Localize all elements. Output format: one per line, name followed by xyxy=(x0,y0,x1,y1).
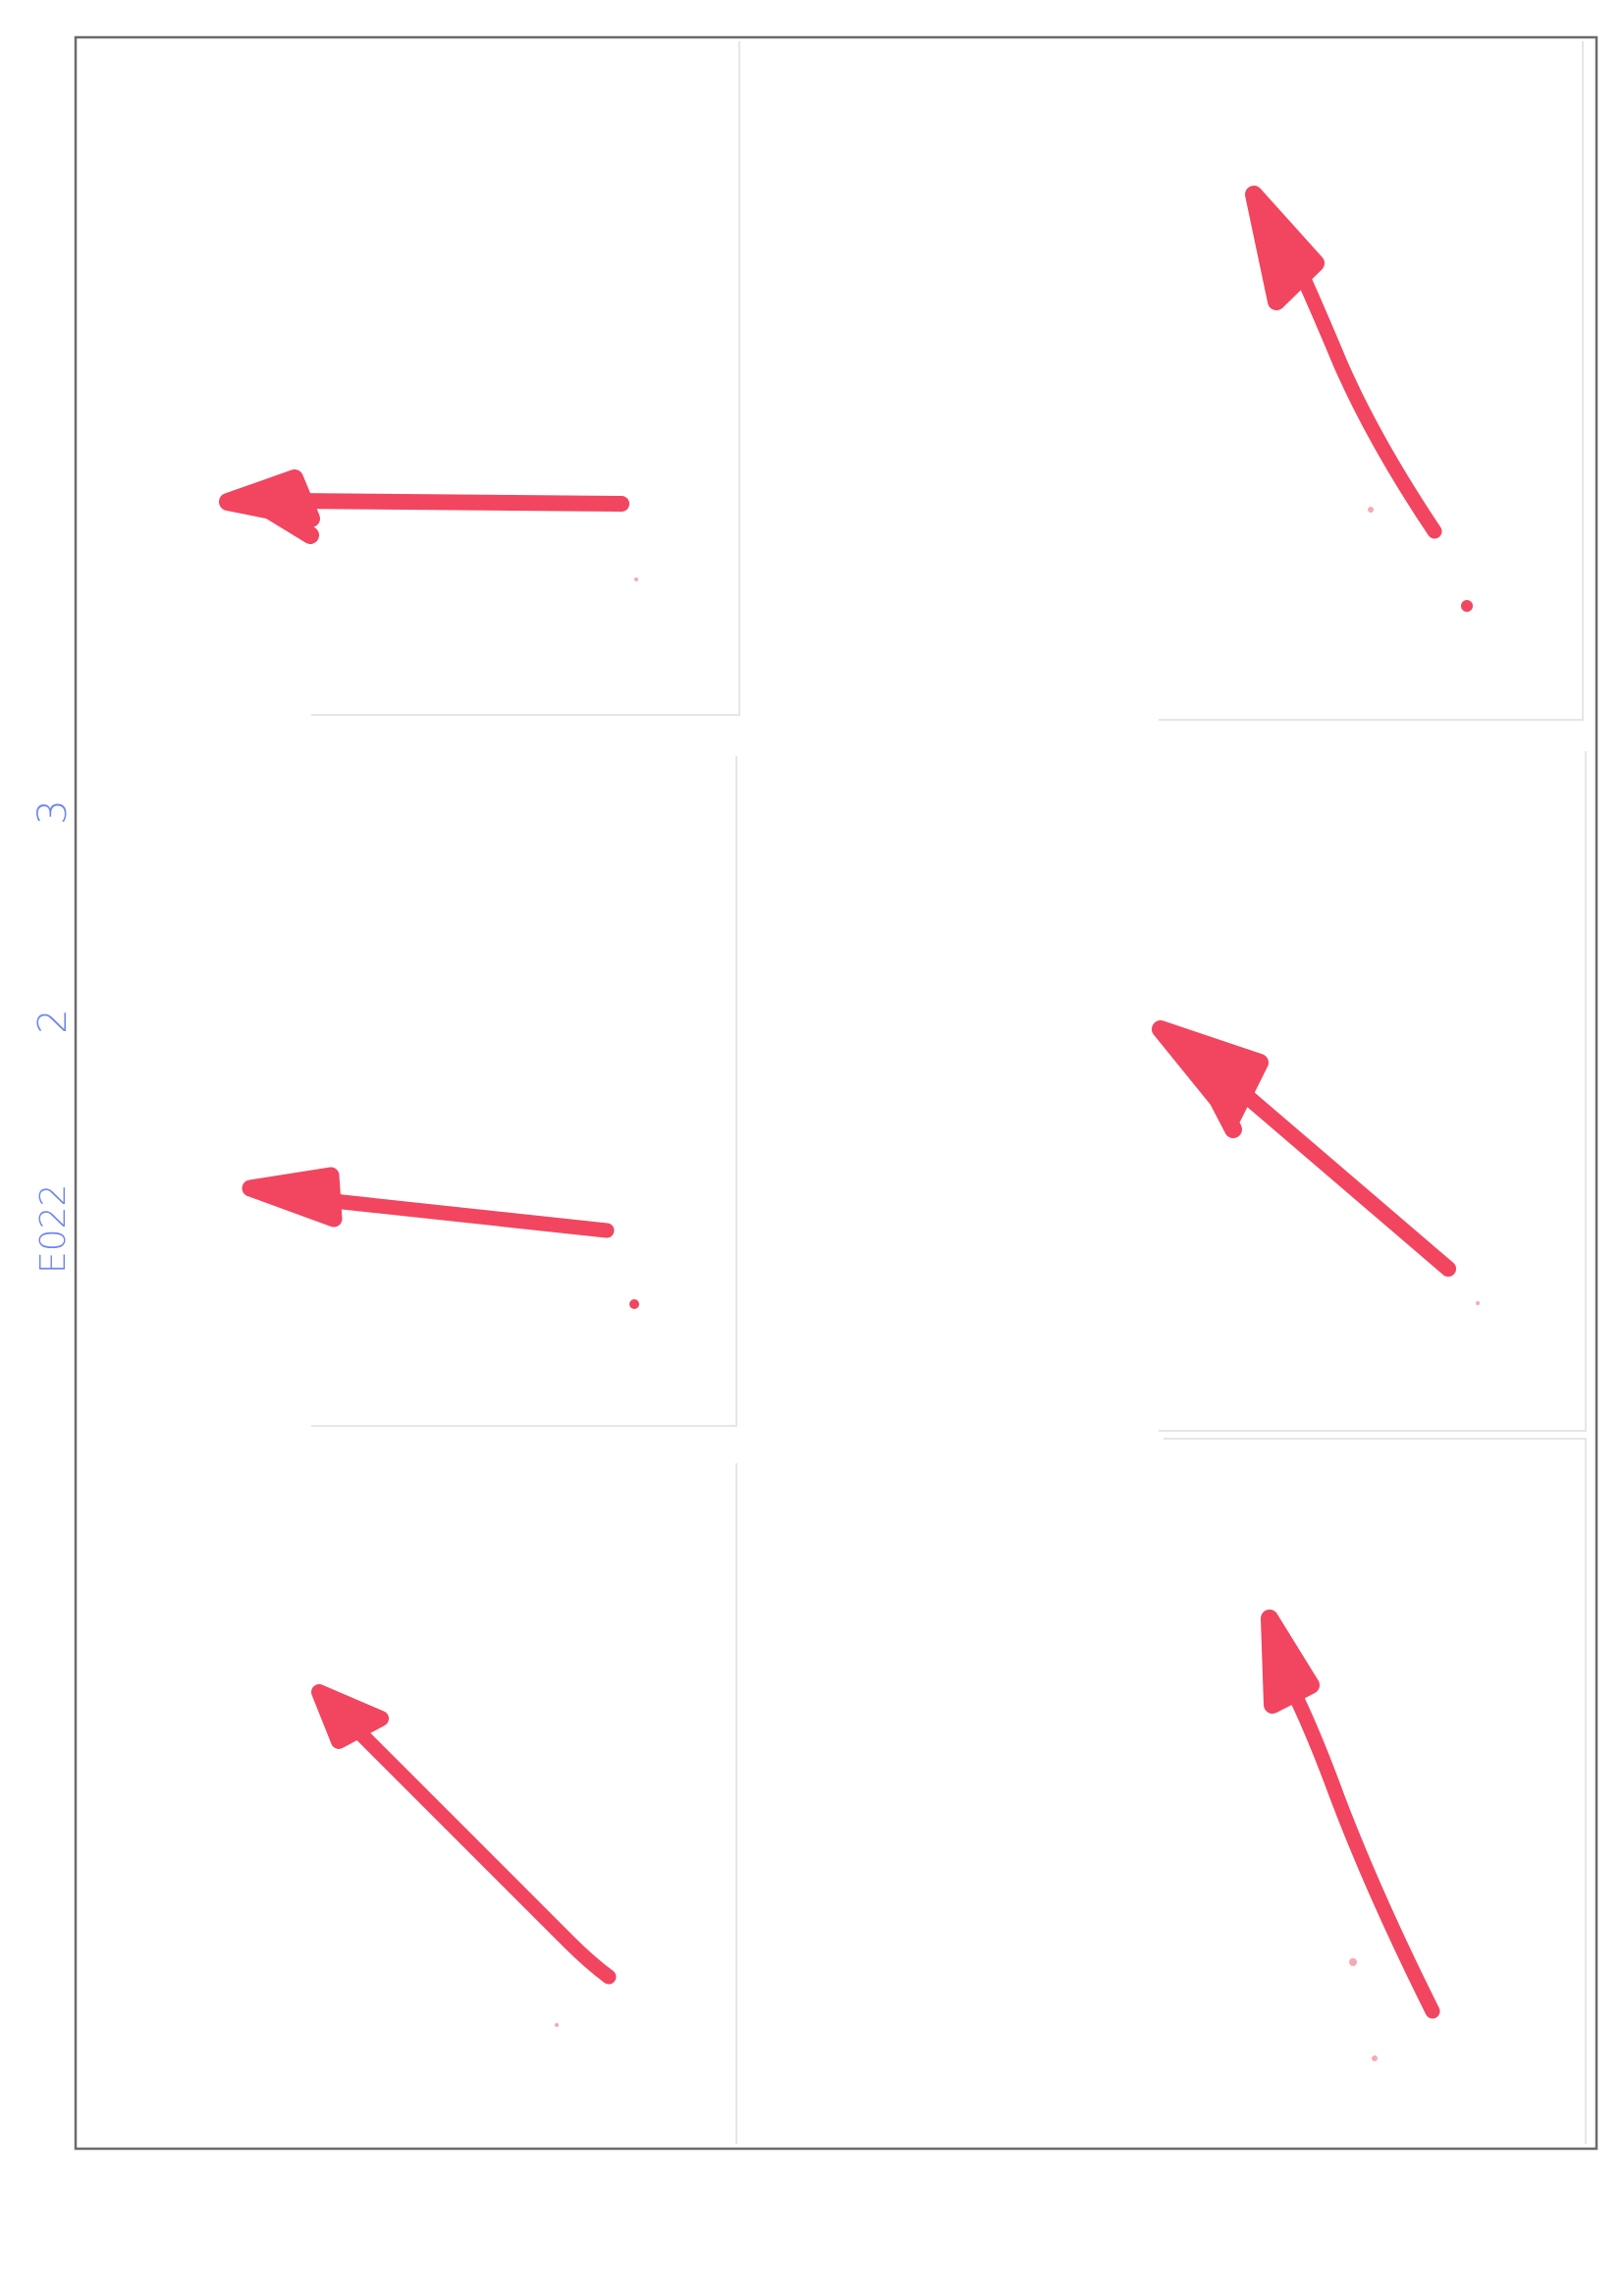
arrow-shaft xyxy=(316,1192,615,1238)
ink-speck xyxy=(1372,2055,1378,2061)
arrow-top-right xyxy=(1245,186,1473,612)
arrow-head xyxy=(219,469,320,544)
margin-note-code: E022 xyxy=(33,1183,74,1274)
arrow-bottom-right xyxy=(1261,1610,1440,2061)
ink-speck xyxy=(1476,1301,1480,1305)
card-edge-bottom-right xyxy=(1164,1438,1587,2144)
arrow-head xyxy=(242,1167,343,1228)
card-edge-middle-right xyxy=(1159,751,1587,1432)
arrow-middle-right xyxy=(1152,1020,1480,1305)
arrow-shaft xyxy=(1286,249,1442,539)
card-edges xyxy=(311,41,1587,2144)
margin-note-number-2: 2 xyxy=(30,1009,76,1034)
card-edge-top-right xyxy=(1159,41,1584,721)
ink-speck xyxy=(1368,507,1374,513)
ink-speck xyxy=(1461,600,1473,612)
margin-note-number-3: 3 xyxy=(30,799,76,825)
arrow-head xyxy=(1261,1610,1320,1714)
arrow-shaft xyxy=(1215,1067,1456,1277)
arrow-head xyxy=(1245,186,1325,310)
arrow-shaft xyxy=(1288,1689,1440,2019)
arrow-bottom-left xyxy=(311,1684,617,2027)
arrow-middle-left xyxy=(242,1167,639,1309)
ink-speck xyxy=(555,2023,559,2027)
card-edge-top-left xyxy=(311,41,740,716)
arrow-head xyxy=(1152,1020,1269,1138)
card-edge-middle-left xyxy=(311,756,737,1427)
arrow-top-left xyxy=(219,469,638,581)
arrow-shaft xyxy=(287,493,629,512)
ink-speck xyxy=(1349,1958,1357,1966)
ink-speck xyxy=(629,1299,639,1309)
outer-frame xyxy=(74,35,1598,2151)
arrow-head xyxy=(311,1684,389,1749)
ink-speck xyxy=(634,577,638,581)
arrow-shaft xyxy=(336,1709,617,1985)
